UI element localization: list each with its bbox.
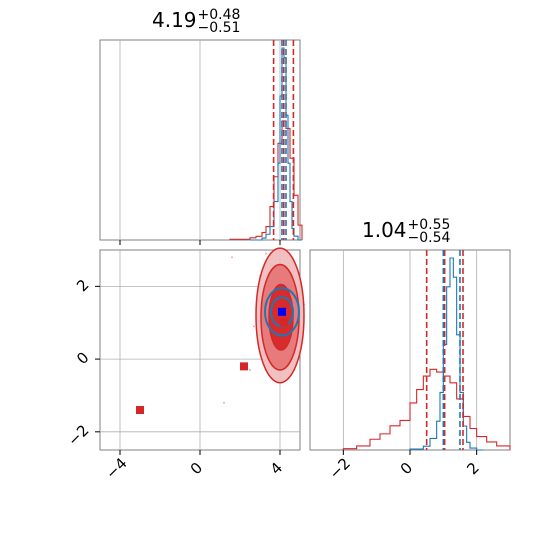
scatter-2d-sample-point (249, 369, 251, 371)
scatter-2d-xtick-label: 0 (187, 459, 206, 478)
scatter-2d-sample-point (253, 325, 255, 328)
scatter-2d-ytick-label: 2 (73, 276, 92, 295)
scatter-2d-sample-point (231, 256, 233, 259)
title-param2: 1.04 +0.55 −0.54 (362, 218, 450, 245)
hist-param2-xtick-label: −2 (326, 454, 354, 482)
scatter-2d-xtick-label: 4 (267, 459, 286, 478)
scatter-2d-sample-point (223, 401, 225, 404)
scatter-2d-blue-contour (264, 287, 300, 337)
title-param1: 4.19 +0.48 −0.51 (152, 8, 240, 35)
hist-param2-xtick-label: 0 (397, 459, 416, 478)
hist-param2-xtick-label: 2 (463, 459, 482, 478)
title-param1-errors: +0.48 −0.51 (197, 6, 241, 36)
title-param1-minus: −0.51 (197, 19, 241, 36)
scatter-2d-sample-point (265, 252, 267, 255)
title-param2-minus: −0.54 (407, 229, 451, 246)
hist-param2-blue-hist (409, 257, 484, 451)
title-param2-errors: +0.55 −0.54 (407, 216, 451, 246)
hist-param1-blue-hist (250, 47, 302, 241)
hist-param2-red-hist (342, 368, 511, 450)
title-param2-value: 1.04 (362, 218, 407, 242)
title-param1-value: 4.19 (152, 8, 197, 32)
scatter-2d-blue-marker (278, 307, 286, 316)
scatter-2d-red-marker (240, 362, 248, 371)
hist-param1-red-hist (229, 120, 303, 240)
title-param1-plus: +0.48 (197, 6, 241, 23)
scatter-2d-ytick-label: 0 (73, 348, 92, 367)
title-param2-plus: +0.55 (407, 216, 451, 233)
scatter-2d-xtick-label: −4 (102, 454, 130, 482)
scatter-2d-ytick-label: −2 (64, 421, 92, 449)
scatter-2d-red-marker (280, 318, 288, 327)
scatter-2d-red-marker (136, 406, 144, 414)
